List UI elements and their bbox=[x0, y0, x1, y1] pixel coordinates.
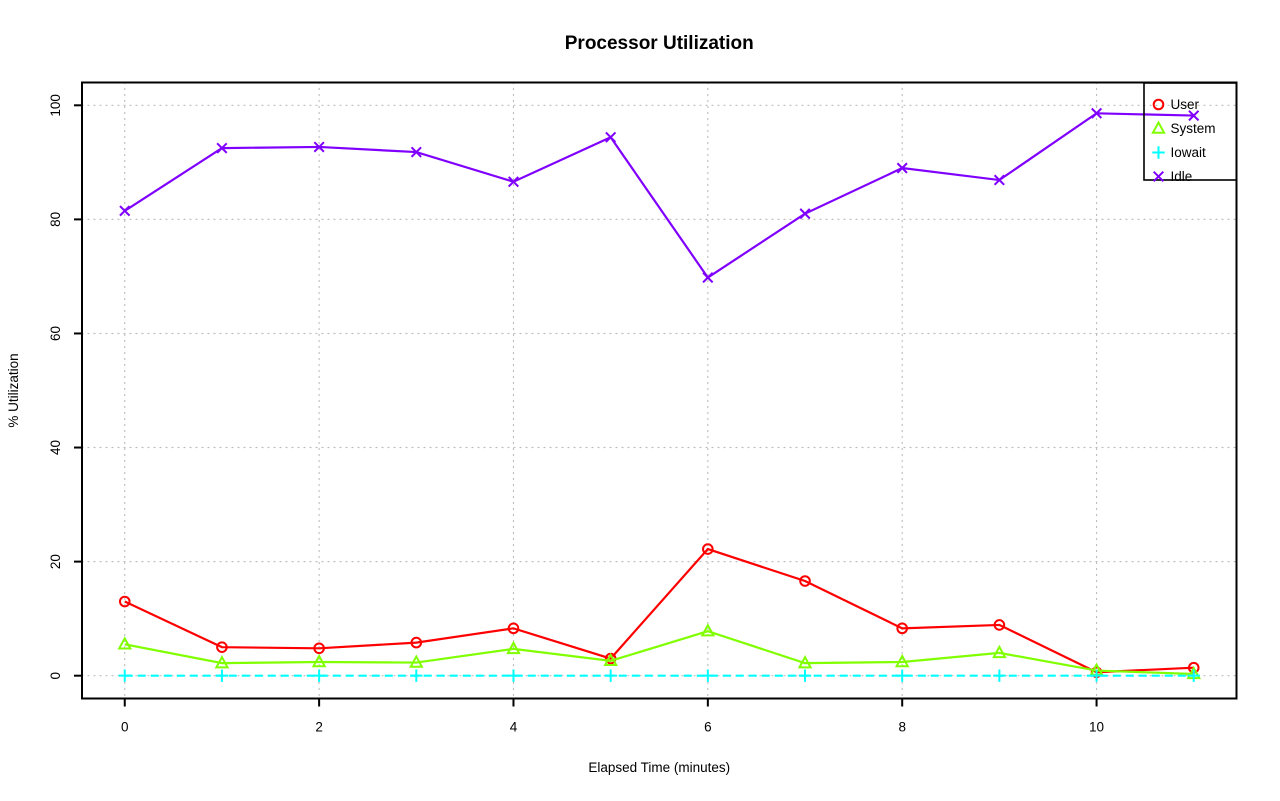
data-point-circle bbox=[507, 622, 520, 635]
data-point-triangle bbox=[117, 636, 133, 650]
data-point-plus bbox=[896, 669, 909, 682]
x-tick-label: 6 bbox=[704, 720, 712, 735]
data-point-plus bbox=[312, 669, 326, 682]
legend-box bbox=[1143, 82, 1238, 181]
data-point-plus bbox=[410, 669, 423, 682]
data-point-x bbox=[1091, 107, 1103, 119]
series-line-system bbox=[124, 630, 1194, 676]
legend-label-system: System bbox=[1171, 121, 1216, 136]
data-point-circle bbox=[118, 595, 131, 608]
data-point-x bbox=[799, 208, 811, 220]
x-tick-label: 4 bbox=[510, 720, 518, 735]
data-point-circle bbox=[410, 636, 423, 649]
data-point-x bbox=[896, 162, 908, 174]
chart-title: Processor Utilization bbox=[565, 33, 754, 54]
data-point-circle bbox=[313, 642, 325, 655]
data-point-triangle bbox=[506, 640, 521, 655]
data-point-x bbox=[119, 205, 131, 217]
data-point-triangle bbox=[1151, 120, 1166, 134]
y-tick-label: 40 bbox=[48, 440, 63, 455]
data-point-triangle bbox=[797, 655, 813, 669]
data-point-plus bbox=[215, 669, 229, 682]
data-point-triangle bbox=[992, 644, 1007, 659]
data-point-x bbox=[216, 142, 228, 154]
x-tick-label: 0 bbox=[121, 720, 129, 735]
data-point-plus bbox=[507, 669, 520, 682]
data-point-circle bbox=[216, 641, 228, 653]
data-point-triangle bbox=[214, 655, 230, 669]
legend-label-idle: Idle bbox=[1171, 169, 1193, 184]
data-point-x bbox=[1152, 170, 1165, 183]
data-point-plus bbox=[1090, 669, 1103, 682]
data-point-triangle bbox=[894, 653, 910, 668]
data-point-plus bbox=[1152, 146, 1165, 159]
series-line-idle bbox=[124, 112, 1194, 280]
y-tick-label: 20 bbox=[48, 554, 63, 569]
y-tick-label: 0 bbox=[48, 672, 63, 680]
x-axis-title: Elapsed Time (minutes) bbox=[588, 760, 730, 775]
data-point-triangle bbox=[700, 623, 716, 637]
data-point-x bbox=[507, 176, 519, 188]
y-axis-title: % Utilization bbox=[6, 353, 21, 427]
y-tick-label: 100 bbox=[48, 94, 63, 117]
data-point-x bbox=[605, 131, 617, 143]
data-point-x bbox=[993, 174, 1005, 186]
data-point-plus bbox=[993, 669, 1006, 682]
data-point-triangle bbox=[409, 654, 424, 668]
data-point-plus bbox=[604, 669, 617, 682]
plot-box bbox=[81, 81, 1238, 700]
data-point-triangle bbox=[311, 653, 327, 668]
y-tick-label: 80 bbox=[48, 212, 63, 227]
series-line-user bbox=[124, 547, 1194, 674]
data-point-plus bbox=[798, 669, 812, 682]
data-point-plus bbox=[701, 669, 715, 682]
data-point-x bbox=[313, 141, 325, 153]
legend-label-user: User bbox=[1171, 97, 1200, 112]
data-point-plus bbox=[1187, 669, 1200, 682]
data-point-circle bbox=[1152, 98, 1165, 111]
data-point-circle bbox=[799, 575, 811, 587]
data-point-x bbox=[1188, 110, 1200, 122]
data-point-circle bbox=[993, 619, 1006, 631]
legend-label-iowait: Iowait bbox=[1171, 145, 1207, 160]
data-point-x bbox=[702, 272, 714, 284]
y-tick-label: 60 bbox=[48, 326, 63, 341]
x-tick-label: 8 bbox=[898, 720, 906, 735]
x-tick-label: 2 bbox=[315, 720, 323, 735]
data-point-circle bbox=[896, 622, 909, 635]
data-point-triangle bbox=[603, 652, 618, 667]
data-point-plus bbox=[118, 669, 131, 682]
x-tick-label: 10 bbox=[1089, 720, 1104, 735]
data-point-circle bbox=[702, 543, 714, 555]
data-point-x bbox=[410, 146, 422, 158]
